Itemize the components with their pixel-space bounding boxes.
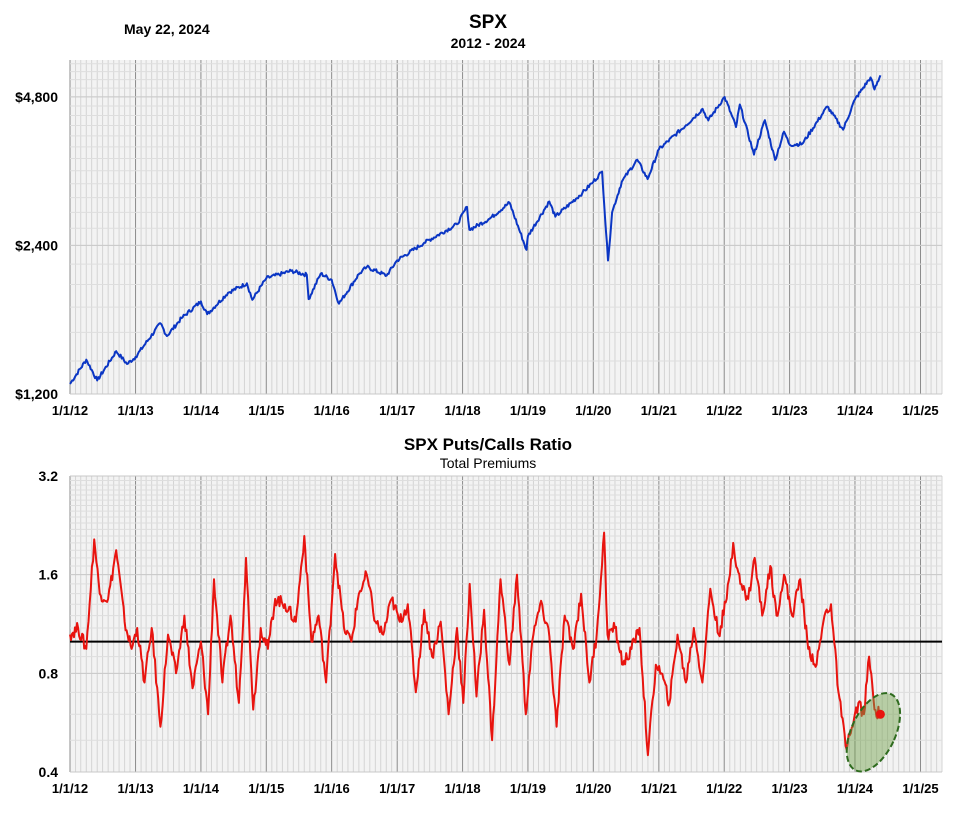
putcall-subtitle: Total Premiums [440, 455, 536, 471]
y-tick-label: $4,800 [15, 89, 58, 105]
x-tick-label: 1/1/22 [706, 781, 742, 796]
putcall-ratio-chart: SPX Puts/Calls Ratio Total Premiums 0.40… [39, 435, 943, 796]
spx-y-tick-labels: $1,200 $2,400 $4,800 [15, 89, 58, 402]
y-tick-label: $1,200 [15, 386, 58, 402]
spx-price-line [69, 74, 882, 385]
putcall-ratio-line [69, 531, 882, 757]
x-tick-label: 1/1/19 [510, 403, 546, 418]
x-tick-label: 1/1/15 [248, 781, 284, 796]
putcall-x-tick-labels: 1/1/12 1/1/13 1/1/14 1/1/15 1/1/16 1/1/17 1/1/… [52, 781, 939, 796]
x-tick-label: 1/1/15 [248, 403, 284, 418]
x-tick-label: 1/1/13 [117, 403, 153, 418]
x-tick-label: 1/1/18 [444, 781, 480, 796]
x-tick-label: 1/1/19 [510, 781, 546, 796]
spx-subtitle: 2012 - 2024 [451, 35, 526, 51]
x-tick-label: 1/1/24 [837, 781, 874, 796]
x-tick-label: 1/1/12 [52, 781, 88, 796]
putcall-y-tick-labels: 0.4 0.8 1.6 3.2 [39, 468, 59, 780]
putcall-title: SPX Puts/Calls Ratio [404, 435, 572, 454]
x-tick-label: 1/1/23 [772, 781, 808, 796]
x-tick-label: 1/1/16 [314, 781, 350, 796]
x-tick-label: 1/1/18 [444, 403, 480, 418]
x-tick-label: 1/1/14 [183, 403, 220, 418]
x-tick-label: 1/1/13 [117, 781, 153, 796]
y-tick-label: 0.8 [39, 665, 59, 681]
recent-readings-highlight [845, 692, 902, 773]
spx-title: SPX [469, 12, 507, 33]
x-tick-label: 1/1/21 [641, 781, 677, 796]
date-label: May 22, 2024 [124, 21, 210, 37]
spx-grid [69, 60, 943, 395]
latest-reading-marker [875, 709, 885, 719]
y-tick-label: $2,400 [15, 237, 58, 253]
x-tick-label: 1/1/25 [902, 403, 938, 418]
y-tick-label: 3.2 [39, 468, 59, 484]
x-tick-label: 1/1/21 [641, 403, 677, 418]
y-tick-label: 1.6 [39, 567, 59, 583]
x-tick-label: 1/1/24 [837, 403, 874, 418]
putcall-grid [69, 475, 943, 773]
x-tick-label: 1/1/16 [314, 403, 350, 418]
spx-price-chart: SPX 2012 - 2024 $1,200 $2,400 $4,800 1/1/1… [15, 12, 943, 418]
x-tick-label: 1/1/14 [183, 781, 220, 796]
x-tick-label: 1/1/17 [379, 781, 415, 796]
spx-x-tick-labels: 1/1/12 1/1/13 1/1/14 1/1/15 1/1/16 1/1/17 1/1/… [52, 403, 939, 418]
x-tick-label: 1/1/20 [575, 781, 611, 796]
x-tick-label: 1/1/12 [52, 403, 88, 418]
x-tick-label: 1/1/20 [575, 403, 611, 418]
x-tick-label: 1/1/25 [902, 781, 938, 796]
x-tick-label: 1/1/17 [379, 403, 415, 418]
x-tick-label: 1/1/23 [772, 403, 808, 418]
x-tick-label: 1/1/22 [706, 403, 742, 418]
y-tick-label: 0.4 [39, 764, 59, 780]
